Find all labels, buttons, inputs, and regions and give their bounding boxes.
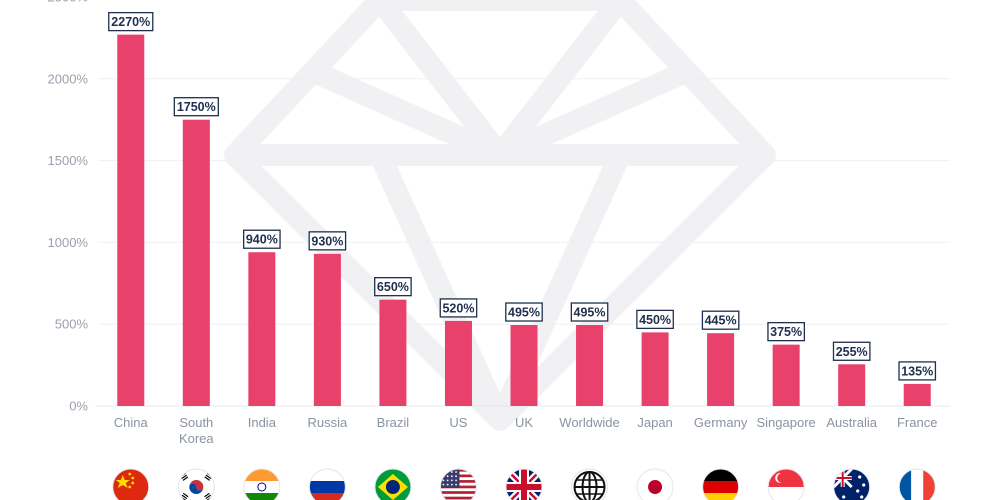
data-label-text: 495% — [508, 306, 540, 320]
data-label-text: 520% — [442, 301, 474, 315]
y-tick-label: 1500% — [48, 153, 89, 168]
india-flag-icon — [243, 468, 281, 500]
data-label: 650% — [374, 277, 412, 297]
data-label-text: 255% — [836, 345, 868, 359]
data-label: 450% — [636, 309, 674, 330]
bar — [248, 252, 276, 406]
data-label-text: 940% — [246, 233, 278, 247]
data-label-text: 930% — [311, 234, 343, 248]
bar — [313, 253, 341, 406]
x-tick-label: India — [248, 415, 277, 430]
data-label: 930% — [308, 231, 347, 251]
x-tick-label: France — [897, 415, 937, 430]
australia-flag-icon — [833, 468, 871, 500]
data-label-box — [636, 309, 674, 330]
data-label-box — [242, 229, 281, 249]
data-label: 135% — [898, 361, 937, 381]
france-flag-icon — [898, 468, 936, 500]
data-label: 375% — [767, 321, 806, 342]
data-labels: 2270% 1750% 940% 930% 650% 520% 495% 495% 450% 44… — [108, 11, 937, 381]
data-label: 495% — [505, 302, 543, 322]
data-label-box — [701, 310, 740, 330]
diamond-watermark — [224, 0, 776, 431]
data-label-text: 375% — [770, 325, 802, 339]
y-axis: 0% 500% 1000% 1500% 2000% 2500% — [48, 0, 89, 414]
data-label-box — [439, 298, 478, 318]
data-label-text: 650% — [377, 280, 409, 294]
flags — [112, 468, 936, 500]
x-tick-label: Germany — [694, 415, 748, 430]
data-label-box — [570, 302, 609, 322]
uk-flag-icon — [505, 468, 543, 500]
germany-flag-icon — [702, 468, 740, 500]
data-label: 1750% — [173, 97, 219, 117]
data-label: 2270% — [108, 11, 154, 32]
bar — [838, 364, 866, 406]
data-label-box — [767, 321, 806, 342]
bar — [576, 325, 604, 406]
data-label-box — [505, 302, 543, 322]
data-label-box — [374, 277, 412, 297]
x-tick-label: South Korea — [179, 415, 214, 446]
bar — [444, 320, 472, 406]
x-tick-label: US — [449, 415, 467, 430]
x-tick-label: UK — [515, 415, 533, 430]
bar — [379, 299, 407, 406]
data-label-text: 2270% — [111, 15, 150, 29]
data-label-box — [108, 11, 154, 32]
data-label-box — [898, 361, 937, 381]
data-label: 940% — [242, 229, 281, 249]
x-tick-label: Brazil — [377, 415, 410, 430]
data-label-box — [308, 231, 347, 251]
y-tick-label: 500% — [55, 317, 89, 332]
bar — [117, 34, 145, 407]
globe-icon — [571, 468, 609, 500]
bar — [510, 325, 538, 406]
data-label: 445% — [701, 310, 740, 330]
y-tick-label: 2500% — [48, 0, 89, 5]
data-label-box — [832, 341, 871, 361]
y-tick-label: 0% — [69, 399, 88, 414]
x-tick-label: Russia — [308, 415, 349, 430]
x-tick-label: Japan — [637, 415, 672, 430]
us-flag-icon — [439, 468, 477, 500]
data-label-text: 495% — [574, 306, 606, 320]
data-label: 520% — [439, 298, 478, 318]
x-tick-label: China — [114, 415, 149, 430]
gridlines — [98, 78, 950, 325]
bars — [117, 34, 931, 407]
data-label-text: 450% — [639, 313, 671, 327]
x-tick-label: Singapore — [757, 415, 816, 430]
y-tick-label: 1000% — [48, 235, 89, 250]
data-label-box — [173, 97, 219, 117]
brazil-flag-icon — [374, 468, 412, 500]
data-label-text: 445% — [705, 314, 737, 328]
bar — [641, 332, 669, 406]
x-tick-label: Worldwide — [559, 415, 619, 430]
russia-flag-icon — [308, 468, 346, 500]
data-label-text: 1750% — [177, 100, 216, 114]
bar — [182, 119, 210, 406]
y-tick-label: 2000% — [48, 71, 89, 86]
japan-flag-icon — [636, 468, 674, 500]
bar — [707, 333, 735, 406]
x-tick-label: Australia — [826, 415, 877, 430]
data-label: 255% — [832, 341, 871, 361]
data-label: 495% — [570, 302, 609, 322]
bar — [772, 344, 800, 406]
singapore-flag-icon — [767, 468, 805, 500]
south-korea-flag-icon — [177, 468, 215, 500]
category-labels: China South Korea India Russia Brazil US UK Worl… — [114, 415, 938, 446]
china-flag-icon — [112, 468, 150, 500]
bar — [903, 383, 931, 406]
data-label-text: 135% — [901, 364, 933, 378]
